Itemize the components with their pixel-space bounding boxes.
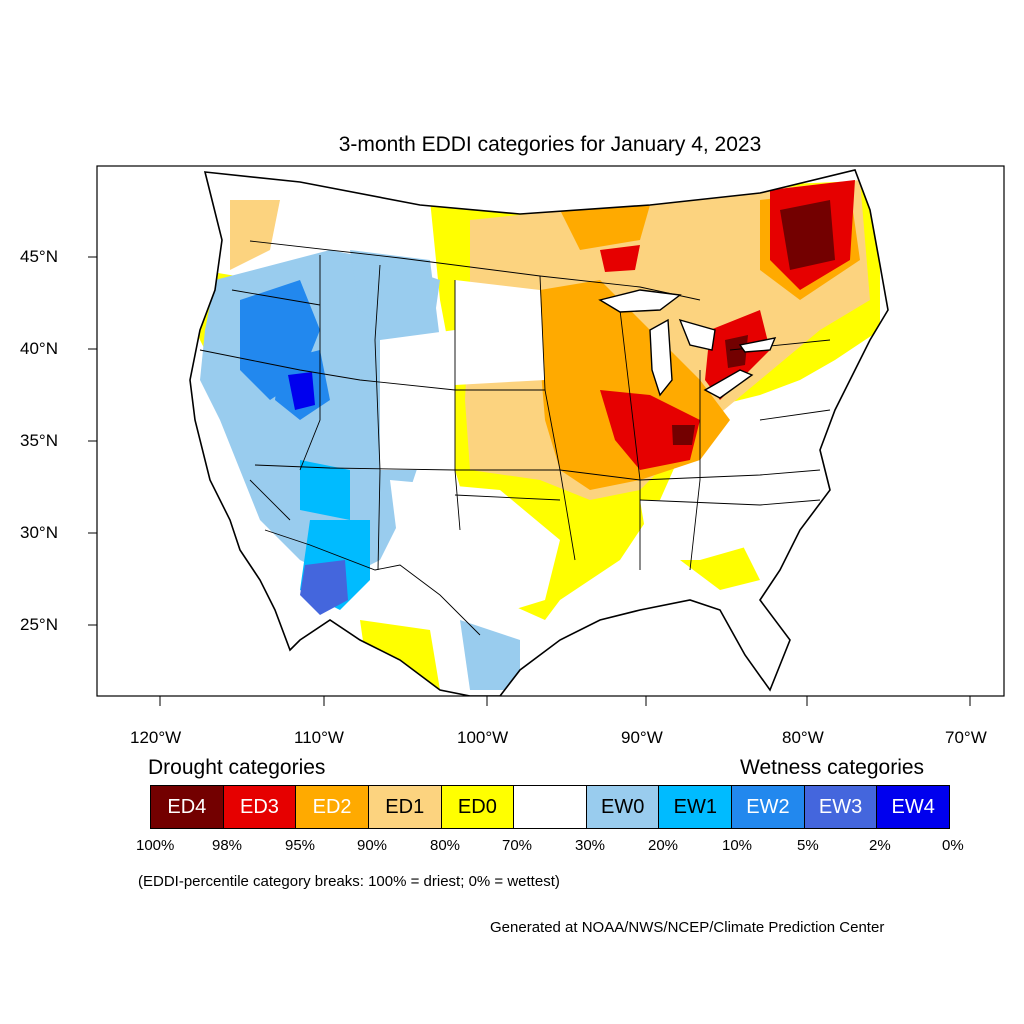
axis-ticks: [88, 256, 971, 706]
legend-normal: [514, 786, 587, 828]
lon-label-90: 90°W: [621, 728, 663, 747]
lon-label-110: 110°W: [294, 728, 344, 747]
legend-ew0: EW0: [586, 786, 660, 828]
break-0: 0%: [942, 837, 964, 854]
break-100: 100%: [136, 837, 175, 854]
lon-label-70: 70°W: [945, 728, 987, 747]
break-70: 70%: [502, 837, 533, 854]
state-borders: [199, 240, 831, 636]
legend-ew4: EW4: [877, 786, 950, 828]
break-80: 80%: [430, 837, 461, 854]
map-area: [97, 166, 1004, 696]
lat-label-45: 45°N: [20, 247, 58, 266]
legend-ed1: ED1: [368, 786, 442, 828]
lat-label-35: 35°N: [20, 431, 58, 450]
category-legend: ED4 ED3 ED2 ED1 ED0 EW0 EW1 EW2 EW3 EW4: [150, 785, 950, 829]
drought-categories-heading: Drought categories: [148, 756, 326, 779]
break-90: 90%: [357, 837, 388, 854]
break-2: 2%: [869, 837, 891, 854]
lon-label-80: 80°W: [782, 728, 824, 747]
break-20: 20%: [648, 837, 679, 854]
legend-ew1: EW1: [659, 786, 733, 828]
legend-ed4: ED4: [151, 786, 224, 828]
category-breaks-note: (EDDI-percentile category breaks: 100% =…: [138, 873, 560, 890]
map-title: 3-month EDDI categories for January 4, 2…: [338, 133, 762, 156]
wetness-categories-heading: Wetness categories: [740, 756, 925, 779]
map-frame: [96, 165, 1005, 697]
break-5: 5%: [797, 837, 819, 854]
lon-label-100: 100°W: [457, 728, 509, 747]
break-98: 98%: [212, 837, 243, 854]
lon-label-120: 120°W: [130, 728, 182, 747]
legend-ed0: ED0: [441, 786, 515, 828]
break-10: 10%: [722, 837, 753, 854]
legend-ew3: EW3: [804, 786, 878, 828]
lat-label-30: 30°N: [20, 523, 58, 542]
lat-label-40: 40°N: [20, 339, 58, 358]
legend-ed2: ED2: [296, 786, 369, 828]
legend-ew2: EW2: [732, 786, 805, 828]
legend-ed3: ED3: [223, 786, 297, 828]
break-95: 95%: [285, 837, 316, 854]
break-30: 30%: [575, 837, 606, 854]
credit-line: Generated at NOAA/NWS/NCEP/Climate Predi…: [490, 919, 885, 936]
lat-label-25: 25°N: [20, 615, 58, 634]
great-lakes: [598, 289, 777, 399]
